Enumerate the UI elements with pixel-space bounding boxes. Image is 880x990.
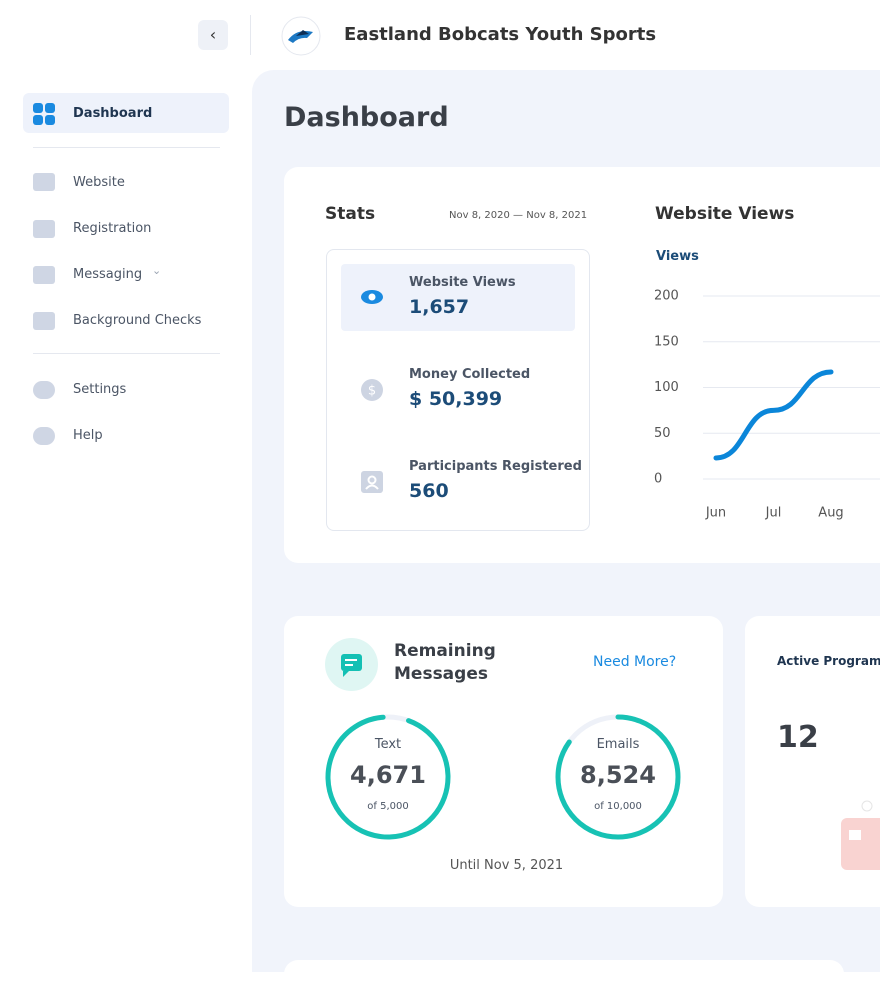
stats-title: Stats xyxy=(325,204,376,224)
messages-title: Messages xyxy=(394,664,488,684)
nav-icon xyxy=(33,103,55,125)
messages-title: Remaining xyxy=(394,641,496,661)
email-ring xyxy=(555,714,681,840)
divider xyxy=(33,353,220,354)
ring-value: 4,671 xyxy=(350,761,426,789)
nav-item[interactable]: Background Checks xyxy=(73,313,202,328)
nav-item[interactable]: Help xyxy=(73,428,103,443)
nav-icon xyxy=(33,266,55,284)
stat-value: $ 50,399 xyxy=(409,388,503,410)
stat-label: Website Views xyxy=(409,275,516,290)
programs-title: Active Programs xyxy=(777,654,880,668)
y-tick-label: 200 xyxy=(654,289,679,304)
divider xyxy=(250,15,251,55)
messages-card: Remaining Messages Need More? Text 4,671… xyxy=(284,616,723,907)
y-tick-label: 0 xyxy=(654,472,662,487)
y-tick-label: 100 xyxy=(654,380,679,395)
programs-card: Active Programs 12 xyxy=(745,616,880,907)
nav-item[interactable]: Website xyxy=(73,175,125,190)
text-ring xyxy=(325,714,451,840)
nav-active-bg[interactable] xyxy=(23,93,229,133)
decor-icon xyxy=(841,800,880,870)
date-range: Nov 8, 2020 — Nov 8, 2021 xyxy=(449,210,588,221)
line-chart: 0 50 100 150 200 Jun Jul Aug xyxy=(654,289,880,521)
logo xyxy=(281,16,321,56)
ring-total: of 10,000 xyxy=(594,801,642,812)
bottom-card xyxy=(284,960,844,990)
line xyxy=(713,369,834,461)
x-tick-label: Jul xyxy=(765,506,782,521)
nav-item[interactable]: Dashboard xyxy=(73,106,153,121)
sidebar xyxy=(0,0,250,972)
stat-value: 560 xyxy=(409,480,449,502)
message-icon xyxy=(325,638,378,691)
collapse-button[interactable]: ‹ xyxy=(198,20,228,50)
chevron: ⌄ xyxy=(152,264,162,277)
ring-label: Text xyxy=(374,737,402,752)
person-icon xyxy=(361,471,383,493)
stat-label: Money Collected xyxy=(409,367,531,382)
y-axis-label: Views xyxy=(656,249,699,264)
page-title: Dashboard xyxy=(284,102,449,133)
nav-icon xyxy=(33,427,55,445)
y-tick-label: 50 xyxy=(654,426,671,441)
stats-box xyxy=(326,249,590,531)
until-date: Until Nov 5, 2021 xyxy=(449,858,564,873)
x-tick-label: Aug xyxy=(818,506,843,521)
nav-item[interactable]: Settings xyxy=(73,382,127,397)
nav-icon xyxy=(33,312,55,330)
stat-value: 1,657 xyxy=(409,296,470,318)
eye-icon xyxy=(361,290,383,304)
svg-text:$: $ xyxy=(368,384,376,399)
app-title: Eastland Bobcats Youth Sports xyxy=(344,24,657,45)
stats-card: Stats Nov 8, 2020 — Nov 8, 2021 Website … xyxy=(284,167,880,563)
money-icon: $ xyxy=(361,379,383,401)
nav-icon xyxy=(33,381,55,399)
need-more-link[interactable]: Need More? xyxy=(593,654,677,670)
stat-label: Participants Registered xyxy=(409,459,582,474)
chart-title: Website Views xyxy=(655,204,795,224)
programs-value: 12 xyxy=(777,720,819,755)
y-tick-label: 150 xyxy=(654,334,679,349)
ring-total: of 5,000 xyxy=(367,801,409,812)
x-tick-label: Jun xyxy=(705,506,726,521)
ring-value: 8,524 xyxy=(580,761,656,789)
nav-icon xyxy=(33,220,55,238)
nav-item[interactable]: Registration xyxy=(73,221,152,236)
nav-item[interactable]: Messaging xyxy=(73,267,143,282)
ring-label: Emails xyxy=(596,737,640,752)
divider xyxy=(33,147,220,148)
nav-icon xyxy=(33,173,55,191)
